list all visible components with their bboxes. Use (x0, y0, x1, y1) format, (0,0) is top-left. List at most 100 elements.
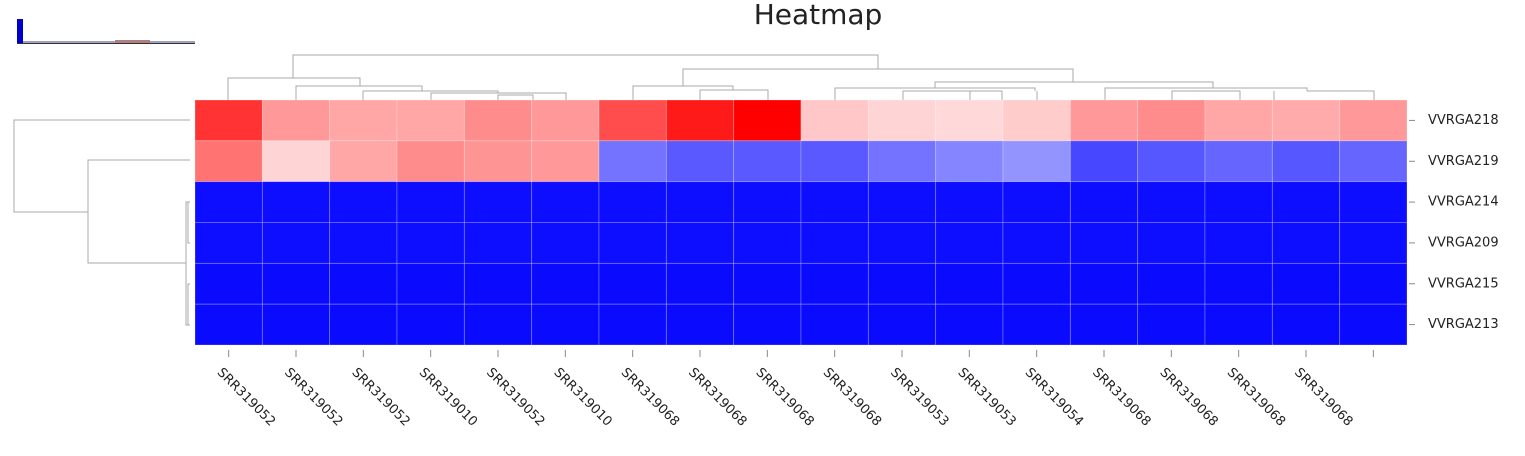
heatmap-cell (1204, 303, 1273, 346)
heatmap-cell (329, 303, 398, 346)
heatmap-cell (329, 222, 398, 264)
heatmap-cell (1069, 140, 1139, 183)
heatmap-cell (1271, 140, 1341, 183)
heatmap-cell (261, 262, 331, 305)
heatmap-cell (463, 303, 533, 346)
row-label: VVRGA219 (1428, 154, 1499, 169)
heatmap-cell (1271, 303, 1341, 346)
heatmap-cell (261, 140, 331, 183)
row-dendrogram (13, 119, 190, 326)
heatmap-cell (1069, 181, 1139, 223)
heatmap-cell (1069, 262, 1139, 305)
heatmap-cell (396, 222, 465, 264)
column-label: SRR319052 (281, 365, 345, 429)
heatmap-cell (1204, 222, 1273, 264)
heatmap-cell (531, 181, 600, 223)
heatmap-cell (598, 262, 667, 305)
heatmap-cell (329, 140, 398, 183)
heatmap-cell (598, 140, 667, 183)
heatmap-cell (1137, 222, 1206, 264)
minimap-bar (23, 41, 195, 44)
minimap-axis (17, 43, 195, 44)
heatmap-cell (463, 140, 533, 183)
heatmap-cell (329, 99, 398, 142)
heatmap-cell (733, 99, 802, 142)
row-label: VVRGA213 (1428, 317, 1499, 332)
heatmap-cell (867, 222, 937, 264)
heatmap-cell (867, 99, 937, 142)
heatmap-cell (463, 181, 533, 223)
heatmap-cell (800, 303, 869, 346)
column-label: SRR319068 (1157, 365, 1221, 429)
heatmap-cell (1002, 181, 1071, 223)
heatmap-cell (1137, 99, 1206, 142)
heatmap-cell (665, 140, 735, 183)
column-label: SRR319068 (1089, 365, 1153, 429)
heatmap-cell (531, 222, 600, 264)
heatmap-cell (261, 303, 331, 346)
column-label: SRR319068 (820, 365, 884, 429)
heatmap-cell (800, 262, 869, 305)
heatmap-cell (665, 262, 735, 305)
heatmap-cell (531, 99, 600, 142)
heatmap-cell (194, 262, 263, 305)
heatmap-cell (194, 303, 263, 346)
heatmap-cell (1271, 99, 1341, 142)
heatmap-cell (935, 99, 1004, 142)
heatmap-cell (598, 303, 667, 346)
heatmap-cell (935, 140, 1004, 183)
heatmap-cell (261, 222, 331, 264)
minimap-bar (115, 40, 150, 44)
heatmap-cell (935, 222, 1004, 264)
heatmap-cell (1137, 140, 1206, 183)
row-label: VVRGA214 (1428, 195, 1499, 210)
heatmap-cell (1204, 262, 1273, 305)
column-label: SRR319010 (551, 365, 615, 429)
heatmap-cell (531, 262, 600, 305)
heatmap-cell (194, 140, 263, 183)
column-label: SRR319068 (1291, 365, 1355, 429)
chart-title: Heatmap (754, 0, 883, 31)
heatmap-cell (1271, 262, 1341, 305)
column-label: SRR319010 (416, 365, 480, 429)
column-label: SRR319068 (1224, 365, 1288, 429)
heatmap-cell (1137, 262, 1206, 305)
heatmap-cell (1002, 303, 1071, 346)
column-label: SRR319068 (753, 365, 817, 429)
heatmap-cell (1002, 262, 1071, 305)
column-label: SRR319052 (214, 365, 278, 429)
heatmap-cell (261, 99, 331, 142)
heatmap-cell (665, 303, 735, 346)
heatmap-cell (194, 222, 263, 264)
heatmap-cell (531, 140, 600, 183)
heatmap-cell (1339, 140, 1408, 183)
heatmap-cell (396, 303, 465, 346)
heatmap-cell (733, 262, 802, 305)
heatmap-cell (1137, 181, 1206, 223)
heatmap-cell (733, 303, 802, 346)
heatmap-cell (1271, 222, 1341, 264)
heatmap-cell (665, 181, 735, 223)
heatmap-cell (598, 222, 667, 264)
heatmap-cell (733, 181, 802, 223)
heatmap-cell (1271, 181, 1341, 223)
heatmap-cell (396, 262, 465, 305)
column-dendrogram (227, 54, 1375, 100)
heatmap-cell (1002, 222, 1071, 264)
heatmap-cell (665, 99, 735, 142)
row-label: VVRGA218 (1428, 113, 1499, 128)
heatmap-cell (194, 99, 263, 142)
heatmap-cell (1137, 303, 1206, 346)
column-label: SRR319068 (685, 365, 749, 429)
row-label: VVRGA209 (1428, 235, 1499, 250)
heatmap-cell (261, 181, 331, 223)
heatmap-cell (329, 181, 398, 223)
heatmap-cell (598, 99, 667, 142)
heatmap-cell (463, 262, 533, 305)
column-label: SRR319052 (349, 365, 413, 429)
heatmap-cell (867, 181, 937, 223)
heatmap-cell (867, 303, 937, 346)
heatmap-cell (800, 181, 869, 223)
